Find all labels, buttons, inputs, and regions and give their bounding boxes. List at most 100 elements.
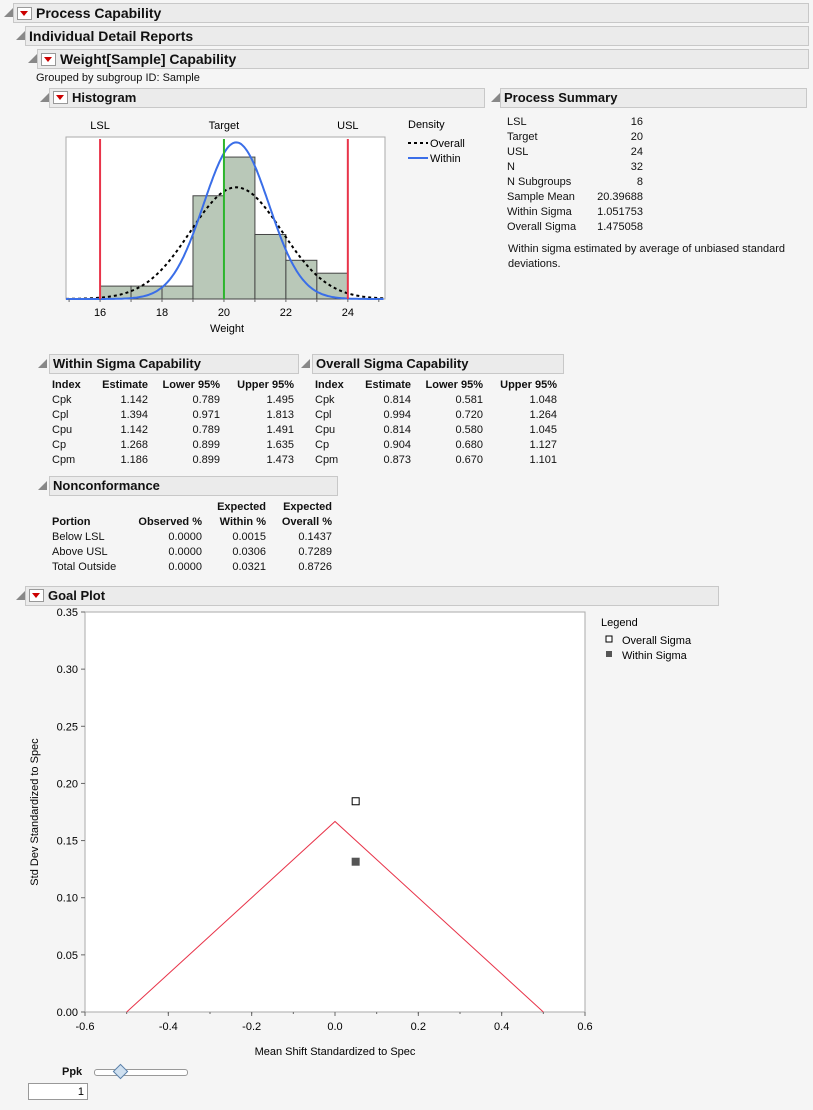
table-row: Cp 1.268 0.899 1.635 [50, 438, 296, 453]
y-tick-label: 0.35 [57, 607, 78, 619]
disclosure-icon[interactable] [40, 93, 49, 102]
disclosure-icon[interactable] [4, 8, 13, 17]
slider-thumb[interactable] [112, 1063, 129, 1080]
table-cell: 0.0015 [232, 531, 266, 543]
table-cell: 0.8726 [298, 561, 332, 573]
table-cell: Cp [315, 439, 330, 451]
column-header [50, 500, 126, 515]
overall-sigma-header: Overall Sigma Capability [312, 354, 564, 374]
weight-capability-title: Weight[Sample] Capability [60, 51, 237, 67]
process-summary-title: Process Summary [504, 90, 618, 105]
disclosure-icon[interactable] [301, 359, 310, 368]
table-cell: 0.789 [192, 394, 220, 406]
y-axis-label: Std Dev Standardized to Spec [29, 738, 41, 886]
table-row: Cpm 1.186 0.899 1.473 [50, 453, 296, 468]
header-row: Expected Expected [50, 500, 334, 515]
histogram-title: Histogram [72, 90, 137, 105]
table-cell: 0.873 [383, 454, 411, 466]
y-tick-label: 0.00 [57, 1007, 78, 1019]
table-cell: 1.127 [529, 439, 557, 451]
overall-sigma-title: Overall Sigma Capability [316, 356, 469, 371]
summary-value: 20 [630, 131, 643, 143]
red-triangle-menu-icon[interactable] [53, 91, 68, 105]
header-row: Index Estimate Lower 95% Upper 95% [313, 378, 559, 393]
table-row: Cpk 1.142 0.789 1.495 [50, 393, 296, 408]
legend-title: Legend [601, 617, 638, 629]
ppk-slider[interactable] [94, 1063, 188, 1080]
process-capability-header: Process Capability [13, 3, 809, 23]
column-header: Lower 95% [425, 379, 483, 391]
table-cell: Cpk [315, 394, 335, 406]
legend-within: Within [430, 153, 461, 165]
table-cell: Above USL [52, 546, 108, 558]
target-label: Target [209, 120, 240, 132]
summary-row: Sample Mean 20.39688 [505, 190, 645, 205]
disclosure-icon[interactable] [491, 93, 500, 102]
within-sigma-table: Index Estimate Lower 95% Upper 95% Cpk 1.142 0… [50, 378, 296, 468]
summary-value: 20.39688 [597, 191, 643, 203]
column-header: Upper 95% [237, 379, 294, 391]
x-tick-label: -0.4 [159, 1021, 178, 1033]
table-cell: Cpu [52, 424, 73, 436]
table-cell: 0.680 [455, 439, 483, 451]
y-tick-label: 0.15 [57, 836, 78, 848]
within-sigma-point [351, 857, 360, 866]
table-cell: 0.789 [192, 424, 220, 436]
red-triangle-menu-icon[interactable] [29, 589, 44, 603]
column-header: Index [52, 379, 81, 391]
x-tick-label: 18 [156, 307, 168, 319]
table-cell: 0.814 [383, 424, 411, 436]
table-cell: 0.0321 [232, 561, 266, 573]
table-cell: 0.7289 [298, 546, 332, 558]
x-axis-label: Mean Shift Standardized to Spec [255, 1046, 416, 1058]
table-cell: Cpm [315, 454, 339, 466]
disclosure-icon[interactable] [28, 54, 37, 63]
process-capability-title: Process Capability [36, 5, 162, 21]
summary-value: 1.475058 [597, 221, 643, 233]
column-header: Lower 95% [162, 379, 220, 391]
histogram-bar [285, 259, 318, 300]
table-cell: Cpu [315, 424, 336, 436]
summary-label: N [507, 161, 515, 173]
column-header: Upper 95% [500, 379, 557, 391]
ppk-input[interactable] [28, 1083, 88, 1100]
table-cell: 0.580 [455, 424, 483, 436]
x-tick-label: 24 [342, 307, 354, 319]
column-header: Overall % [281, 516, 332, 528]
table-cell: 0.994 [383, 409, 411, 421]
table-row: Cp 0.904 0.680 1.127 [313, 438, 559, 453]
grouped-by-note: Grouped by subgroup ID: Sample [36, 72, 200, 84]
disclosure-icon[interactable] [16, 591, 25, 600]
legend-title: Density [408, 119, 445, 131]
histogram-chart: LSL Target USL 16 18 20 22 24 Weight Density Overa… [65, 119, 465, 335]
column-header: Estimate [365, 379, 411, 391]
table-cell: 1.635 [266, 439, 294, 451]
legend-overall: Overall [430, 138, 465, 150]
table-cell: Cpk [52, 394, 72, 406]
summary-label: Overall Sigma [507, 221, 577, 233]
weight-capability-header: Weight[Sample] Capability [37, 49, 809, 69]
summary-label: Sample Mean [507, 191, 575, 203]
red-triangle-menu-icon[interactable] [17, 6, 32, 20]
table-cell: 0.670 [455, 454, 483, 466]
table-cell: 1.045 [529, 424, 557, 436]
disclosure-icon[interactable] [38, 359, 47, 368]
histogram-bar [254, 233, 287, 300]
table-cell: 0.904 [383, 439, 411, 451]
y-tick-label: 0.25 [57, 721, 78, 733]
disclosure-icon[interactable] [38, 481, 47, 490]
column-header: Portion [52, 516, 91, 528]
histogram-bar [223, 156, 256, 300]
x-tick-label: -0.2 [242, 1021, 261, 1033]
x-axis-label: Weight [210, 323, 244, 335]
within-sigma-title: Within Sigma Capability [53, 356, 201, 371]
y-tick-label: 0.20 [57, 778, 78, 790]
disclosure-icon[interactable] [16, 31, 25, 40]
column-header [126, 500, 204, 515]
summary-row: LSL 16 [505, 115, 645, 130]
table-cell: Cpl [315, 409, 332, 421]
histogram-bar [192, 195, 225, 300]
x-tick-label: 20 [218, 307, 230, 319]
red-triangle-menu-icon[interactable] [41, 52, 56, 66]
table-cell: Below LSL [52, 531, 105, 543]
